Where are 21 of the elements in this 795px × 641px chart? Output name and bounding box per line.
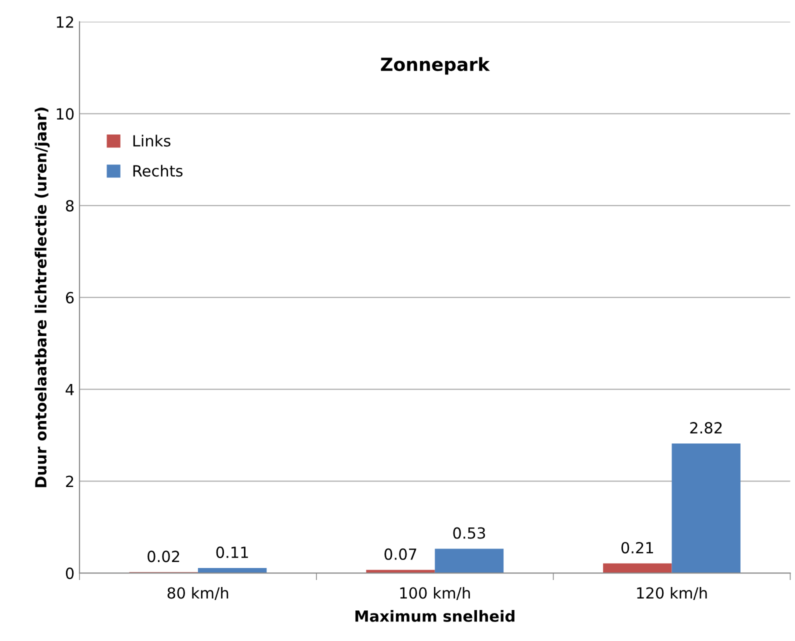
x-axis-title: Maximum snelheid <box>355 610 514 622</box>
data-label: 0.11 <box>216 546 248 558</box>
text: Zonnepark <box>380 57 490 75</box>
y-tick-label: 2 <box>66 476 74 487</box>
data-label: 0.02 <box>148 550 180 562</box>
data-label: 2.82 <box>690 422 722 434</box>
y-tick-label: 10 <box>56 108 74 120</box>
x-tick-label: 100 km/h <box>400 586 470 600</box>
data-label: 0.53 <box>453 527 485 539</box>
y-tick-label: 12 <box>56 16 74 28</box>
y-axis-title: Duur ontoelaatbare lichtreflectie (uren/jaar) <box>34 108 50 488</box>
y-tick-label: 6 <box>66 292 74 304</box>
y-tick-label: 4 <box>66 384 74 396</box>
data-label: 0.21 <box>621 542 654 554</box>
legend-label: Links <box>133 134 170 147</box>
data-label: 0.07 <box>384 548 416 560</box>
x-tick-label: 120 km/h <box>637 586 707 600</box>
y-tick-label: 0 <box>66 568 74 580</box>
y-tick-label: 8 <box>66 200 74 212</box>
x-tick-label: 80 km/h <box>168 586 228 600</box>
legend-label: Rechts <box>133 164 183 177</box>
